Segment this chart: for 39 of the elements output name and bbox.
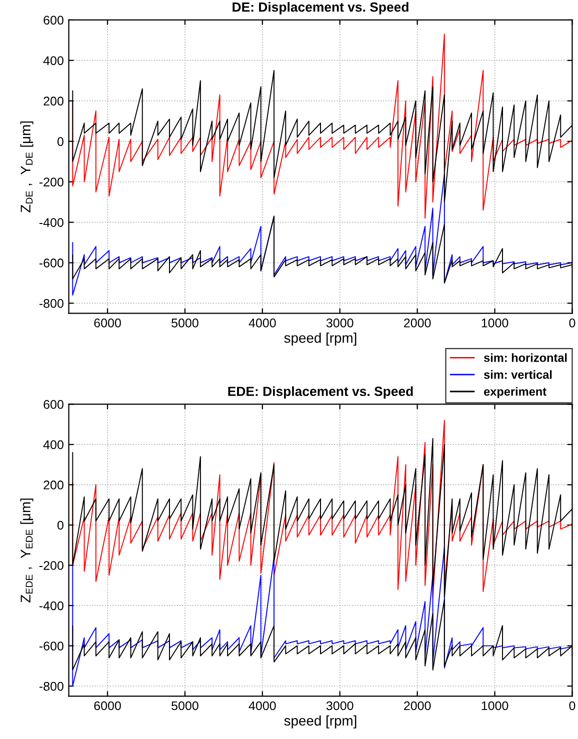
y-tick-label: -400 xyxy=(39,218,64,227)
y-tick-label: 400 xyxy=(43,56,64,66)
y-tick-label: 400 xyxy=(43,440,64,450)
y-tick-label: -800 xyxy=(39,682,64,691)
y-tick-label: -200 xyxy=(39,561,64,570)
y-tick-label: 600 xyxy=(44,400,64,409)
x-tick-label: 4000 xyxy=(248,701,276,710)
x-tick-label: 4000 xyxy=(248,318,276,328)
legend-label: sim: horizontal xyxy=(484,353,567,362)
x-tick-label: 6000 xyxy=(94,701,121,710)
x-tick-label: 2000 xyxy=(404,701,431,710)
y-tick-label: 0 xyxy=(57,520,64,530)
legend-label: sim: vertical xyxy=(484,370,552,379)
x-tick-label: 5000 xyxy=(172,701,198,710)
x-tick-label: 1000 xyxy=(482,318,508,328)
y-tick-label: 600 xyxy=(44,16,64,25)
y-tick-label: 200 xyxy=(44,96,64,106)
y-tick-label: -800 xyxy=(39,299,64,308)
y-tick-label: -200 xyxy=(39,178,64,186)
chart-title: DE: Displacement vs. Speed xyxy=(232,2,408,14)
y-tick-label: -400 xyxy=(39,601,64,610)
y-tick-label: -600 xyxy=(39,642,64,650)
y-tick-label: -600 xyxy=(39,258,64,268)
y-axis-title: Z$_{EDE}$ , Y$_{EDE}$ [μm] xyxy=(20,498,34,602)
chart-title: EDE: Displacement vs. Speed xyxy=(228,386,413,399)
x-axis-title: speed [rpm] xyxy=(284,715,356,728)
legend-label: experiment xyxy=(484,387,546,398)
x-tick-label: 3000 xyxy=(326,701,354,710)
x-axis-title: speed [rpm] xyxy=(284,332,356,346)
y-tick-label: 0 xyxy=(57,137,64,146)
x-tick-label: 1000 xyxy=(482,701,508,710)
x-tick-label: 0 xyxy=(569,701,576,710)
x-tick-label: 0 xyxy=(569,318,576,328)
x-tick-label: 3000 xyxy=(326,318,354,328)
y-axis-title: Z$_{DE}$ , Y$_{DE}$ [μm] xyxy=(20,121,34,212)
x-tick-label: 5000 xyxy=(172,318,198,328)
x-tick-label: 2000 xyxy=(404,318,431,328)
y-tick-label: 200 xyxy=(44,480,64,490)
x-tick-label: 6000 xyxy=(94,318,121,328)
